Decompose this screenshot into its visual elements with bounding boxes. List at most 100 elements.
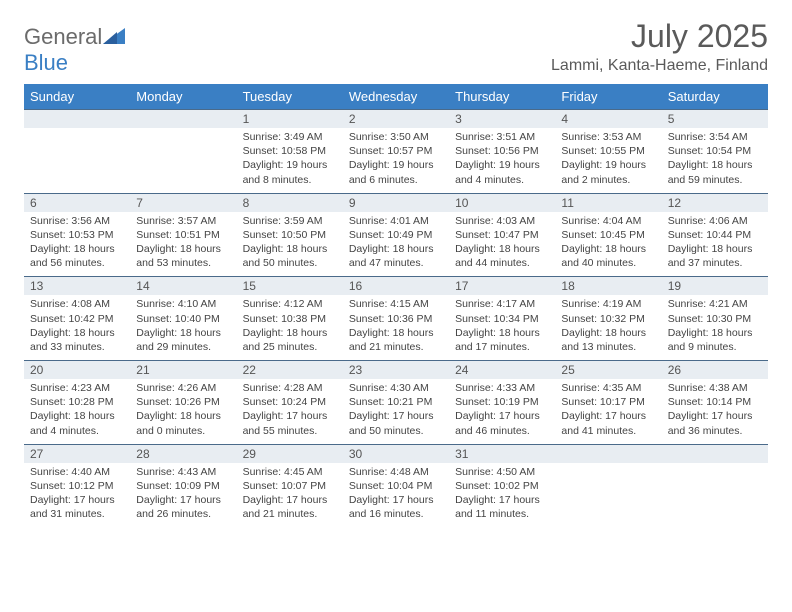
day-details: Sunrise: 4:45 AMSunset: 10:07 PMDaylight… (237, 463, 343, 528)
calendar-cell (24, 109, 130, 193)
day-sunrise: Sunrise: 3:54 AM (668, 130, 762, 144)
calendar-cell: 4Sunrise: 3:53 AMSunset: 10:55 PMDayligh… (555, 109, 661, 193)
day-sunrise: Sunrise: 4:50 AM (455, 465, 549, 479)
day-number: 9 (343, 193, 449, 212)
day-sunset: Sunset: 10:09 PM (136, 479, 230, 493)
day-number: 10 (449, 193, 555, 212)
day-details: Sunrise: 4:33 AMSunset: 10:19 PMDaylight… (449, 379, 555, 444)
day-daylight: Daylight: 18 hours and 40 minutes. (561, 242, 655, 270)
day-sunset: Sunset: 10:32 PM (561, 312, 655, 326)
day-details: Sunrise: 4:08 AMSunset: 10:42 PMDaylight… (24, 295, 130, 360)
day-sunset: Sunset: 10:04 PM (349, 479, 443, 493)
day-details: Sunrise: 4:19 AMSunset: 10:32 PMDaylight… (555, 295, 661, 360)
calendar-cell: 29Sunrise: 4:45 AMSunset: 10:07 PMDaylig… (237, 444, 343, 528)
day-sunrise: Sunrise: 4:04 AM (561, 214, 655, 228)
day-sunrise: Sunrise: 4:01 AM (349, 214, 443, 228)
calendar-cell: 5Sunrise: 3:54 AMSunset: 10:54 PMDayligh… (662, 109, 768, 193)
day-number: 29 (237, 444, 343, 463)
day-details: Sunrise: 4:15 AMSunset: 10:36 PMDaylight… (343, 295, 449, 360)
day-number: 1 (237, 109, 343, 128)
day-daylight: Daylight: 18 hours and 33 minutes. (30, 326, 124, 354)
calendar-cell: 22Sunrise: 4:28 AMSunset: 10:24 PMDaylig… (237, 360, 343, 444)
day-sunset: Sunset: 10:02 PM (455, 479, 549, 493)
calendar-cell: 25Sunrise: 4:35 AMSunset: 10:17 PMDaylig… (555, 360, 661, 444)
day-details: Sunrise: 3:54 AMSunset: 10:54 PMDaylight… (662, 128, 768, 193)
day-sunrise: Sunrise: 3:57 AM (136, 214, 230, 228)
weekday-header: Thursday (449, 84, 555, 109)
day-sunset: Sunset: 10:42 PM (30, 312, 124, 326)
calendar-week-row: 1Sunrise: 3:49 AMSunset: 10:58 PMDayligh… (24, 109, 768, 193)
calendar-cell: 28Sunrise: 4:43 AMSunset: 10:09 PMDaylig… (130, 444, 236, 528)
day-number: 20 (24, 360, 130, 379)
day-sunrise: Sunrise: 4:08 AM (30, 297, 124, 311)
logo-text-blue: Blue (24, 50, 68, 75)
calendar-cell: 11Sunrise: 4:04 AMSunset: 10:45 PMDaylig… (555, 193, 661, 277)
day-details: Sunrise: 3:59 AMSunset: 10:50 PMDaylight… (237, 212, 343, 277)
day-sunset: Sunset: 10:58 PM (243, 144, 337, 158)
logo-sail-icon (103, 28, 125, 44)
day-details: Sunrise: 4:35 AMSunset: 10:17 PMDaylight… (555, 379, 661, 444)
day-daylight: Daylight: 17 hours and 41 minutes. (561, 409, 655, 437)
calendar-week-row: 27Sunrise: 4:40 AMSunset: 10:12 PMDaylig… (24, 444, 768, 528)
calendar-week-row: 6Sunrise: 3:56 AMSunset: 10:53 PMDayligh… (24, 193, 768, 277)
calendar-cell: 16Sunrise: 4:15 AMSunset: 10:36 PMDaylig… (343, 276, 449, 360)
day-details: Sunrise: 3:49 AMSunset: 10:58 PMDaylight… (237, 128, 343, 193)
calendar-cell: 9 Sunrise: 4:01 AMSunset: 10:49 PMDayligh… (343, 193, 449, 277)
day-sunrise: Sunrise: 4:35 AM (561, 381, 655, 395)
day-sunset: Sunset: 10:40 PM (136, 312, 230, 326)
day-details: Sunrise: 4:38 AMSunset: 10:14 PMDaylight… (662, 379, 768, 444)
day-number: 23 (343, 360, 449, 379)
day-details (555, 463, 661, 523)
day-daylight: Daylight: 18 hours and 47 minutes. (349, 242, 443, 270)
day-details (130, 128, 236, 188)
day-number (130, 109, 236, 128)
day-sunrise: Sunrise: 4:38 AM (668, 381, 762, 395)
day-sunset: Sunset: 10:17 PM (561, 395, 655, 409)
day-daylight: Daylight: 18 hours and 4 minutes. (30, 409, 124, 437)
day-sunrise: Sunrise: 4:45 AM (243, 465, 337, 479)
day-sunrise: Sunrise: 4:12 AM (243, 297, 337, 311)
day-details (662, 463, 768, 523)
day-daylight: Daylight: 18 hours and 59 minutes. (668, 158, 762, 186)
day-sunset: Sunset: 10:50 PM (243, 228, 337, 242)
day-sunset: Sunset: 10:47 PM (455, 228, 549, 242)
day-sunrise: Sunrise: 4:06 AM (668, 214, 762, 228)
day-daylight: Daylight: 18 hours and 44 minutes. (455, 242, 549, 270)
day-daylight: Daylight: 18 hours and 13 minutes. (561, 326, 655, 354)
day-daylight: Daylight: 18 hours and 56 minutes. (30, 242, 124, 270)
day-sunset: Sunset: 10:38 PM (243, 312, 337, 326)
calendar-cell (662, 444, 768, 528)
day-sunrise: Sunrise: 4:15 AM (349, 297, 443, 311)
day-daylight: Daylight: 17 hours and 55 minutes. (243, 409, 337, 437)
day-sunset: Sunset: 10:34 PM (455, 312, 549, 326)
day-daylight: Daylight: 17 hours and 31 minutes. (30, 493, 124, 521)
day-sunrise: Sunrise: 3:53 AM (561, 130, 655, 144)
calendar-cell: 12Sunrise: 4:06 AMSunset: 10:44 PMDaylig… (662, 193, 768, 277)
calendar-body: 1Sunrise: 3:49 AMSunset: 10:58 PMDayligh… (24, 109, 768, 527)
day-sunset: Sunset: 10:57 PM (349, 144, 443, 158)
day-sunrise: Sunrise: 4:43 AM (136, 465, 230, 479)
day-number: 18 (555, 276, 661, 295)
day-number: 8 (237, 193, 343, 212)
day-sunrise: Sunrise: 4:17 AM (455, 297, 549, 311)
page-title: July 2025 (551, 18, 768, 55)
day-sunset: Sunset: 10:45 PM (561, 228, 655, 242)
day-details: Sunrise: 4:03 AMSunset: 10:47 PMDaylight… (449, 212, 555, 277)
calendar-cell: 6Sunrise: 3:56 AMSunset: 10:53 PMDayligh… (24, 193, 130, 277)
weekday-header-row: Sunday Monday Tuesday Wednesday Thursday… (24, 84, 768, 109)
day-number: 22 (237, 360, 343, 379)
day-sunset: Sunset: 10:07 PM (243, 479, 337, 493)
day-details: Sunrise: 3:56 AMSunset: 10:53 PMDaylight… (24, 212, 130, 277)
day-sunrise: Sunrise: 4:40 AM (30, 465, 124, 479)
day-number: 14 (130, 276, 236, 295)
day-sunset: Sunset: 10:24 PM (243, 395, 337, 409)
day-daylight: Daylight: 18 hours and 9 minutes. (668, 326, 762, 354)
calendar-cell: 8Sunrise: 3:59 AMSunset: 10:50 PMDayligh… (237, 193, 343, 277)
day-sunrise: Sunrise: 3:51 AM (455, 130, 549, 144)
calendar-cell (555, 444, 661, 528)
day-number: 7 (130, 193, 236, 212)
day-daylight: Daylight: 18 hours and 53 minutes. (136, 242, 230, 270)
page-subtitle: Lammi, Kanta-Haeme, Finland (551, 57, 768, 75)
day-sunset: Sunset: 10:49 PM (349, 228, 443, 242)
weekday-header: Saturday (662, 84, 768, 109)
